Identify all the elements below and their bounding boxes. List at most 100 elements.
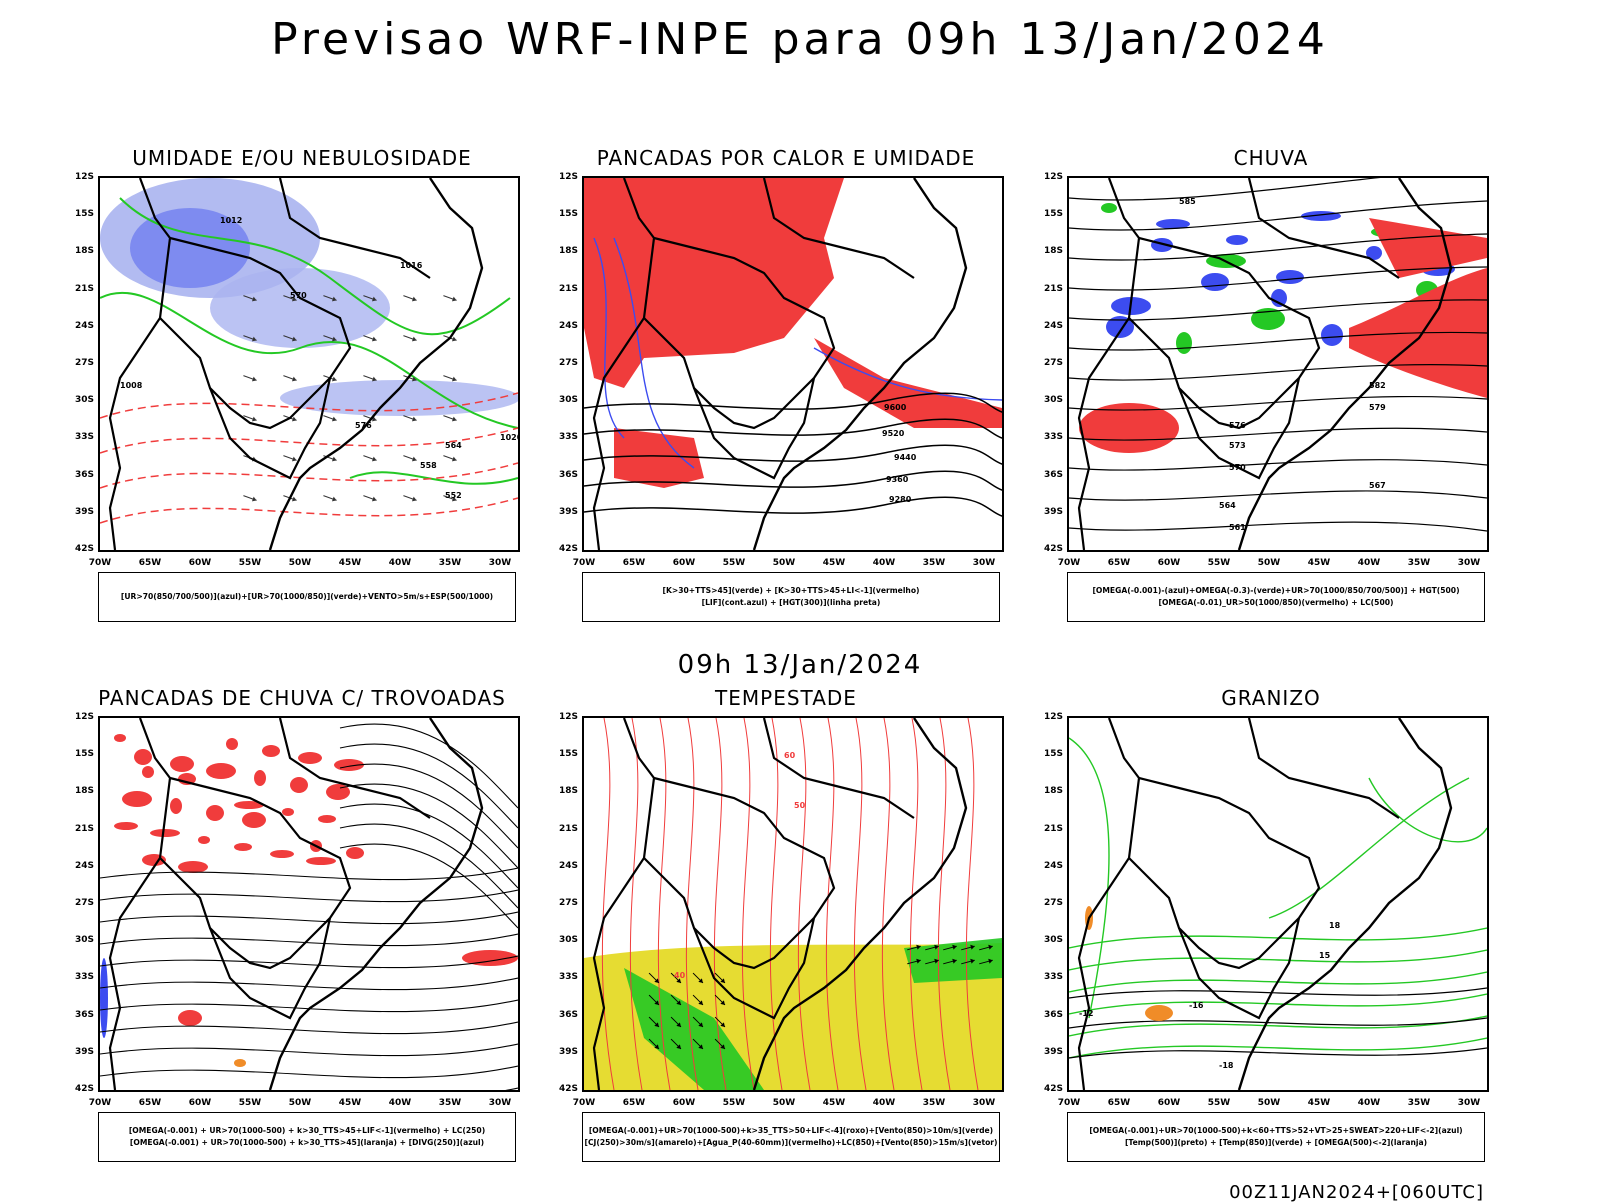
panel-title: PANCADAS DE CHUVA C/ TROVOADAS <box>98 686 506 710</box>
longitude-label: 55W <box>722 1098 746 1108</box>
legend-line: [OMEGA(-0.01)_UR>50(1000/850)(vermelho) … <box>1158 598 1394 607</box>
longitude-label: 45W <box>338 558 362 568</box>
latitude-label: 39S <box>1043 506 1063 517</box>
contour-label: -18 <box>1219 1061 1234 1070</box>
run-time-label: 00Z11JAN2024+[060UTC] <box>1229 1182 1484 1203</box>
longitude-label: 65W <box>138 1098 162 1108</box>
longitude-label: 60W <box>188 1098 212 1108</box>
state-border <box>208 377 332 480</box>
state-border <box>278 178 431 279</box>
longitude-label: 45W <box>1307 1098 1331 1108</box>
longitude-label: 45W <box>1307 558 1331 568</box>
latitude-label: 33S <box>558 972 578 983</box>
longitude-label: 30W <box>972 558 996 568</box>
contour-label: 579 <box>1369 403 1386 412</box>
contour-label: 1008 <box>120 381 143 390</box>
legend-line: [K>30+TTS>45](verde) + [K>30+TTS>45+LI<-… <box>662 586 920 595</box>
longitude-label: 55W <box>238 1098 262 1108</box>
wind-vector <box>979 958 993 965</box>
hgt300-contour <box>584 470 1002 491</box>
contour-label: 567 <box>1369 481 1386 490</box>
lc850-streamline <box>965 718 979 1090</box>
longitude-label: 60W <box>672 1098 696 1108</box>
thickness-contour <box>100 392 518 419</box>
longitude-label: 65W <box>622 558 646 568</box>
latitude-label: 24S <box>1043 320 1063 331</box>
lc850-streamline <box>629 718 643 1090</box>
state-border <box>1177 377 1301 480</box>
wind-vector <box>243 495 257 502</box>
wind-vector <box>243 335 257 342</box>
latitude-label: 24S <box>74 320 94 331</box>
state-border <box>762 718 915 819</box>
latitude-label: 36S <box>558 1009 578 1020</box>
contour-label: 576 <box>355 421 372 430</box>
latitude-label: 24S <box>558 860 578 871</box>
thunderstorm-area <box>150 829 180 837</box>
latitude-label: 39S <box>558 1046 578 1057</box>
hgt500-streamline <box>1069 395 1487 411</box>
lc250-streamline <box>100 977 518 991</box>
wind-vector <box>692 972 704 984</box>
longitude-label: 50W <box>288 1098 312 1108</box>
lc250-streamline <box>504 1087 518 1090</box>
forecast-map: -12 -16 -18 15 18 <box>1067 716 1489 1092</box>
latitude-label: 36S <box>558 469 578 480</box>
legend-line: [OMEGA(-0.001) + UR>70(1000-500) + k>30_… <box>128 1126 486 1135</box>
omega-area <box>1145 1005 1173 1021</box>
longitude-label: 50W <box>772 558 796 568</box>
wind-vector <box>943 958 957 965</box>
map-canvas: 60 50 40 <box>584 718 1002 1090</box>
thunderstorm-area <box>242 812 266 828</box>
contour-label: 9360 <box>886 475 909 484</box>
thunderstorm-area <box>170 756 194 772</box>
panel-umidade: UMIDADE E/OU NEBULOSIDADE101210161020100… <box>52 146 552 626</box>
forecast-map <box>98 716 520 1092</box>
forecast-map: 60 50 40 <box>582 716 1004 1092</box>
lc250-streamline <box>100 867 518 881</box>
longitude-label: 55W <box>1207 558 1231 568</box>
lc250-streamline <box>339 763 518 849</box>
temp850-contour <box>1069 949 1487 971</box>
thunderstorm-area <box>254 770 266 786</box>
panel-granizo: GRANIZO -12 -16 -18 15 18 12S 15S 18S 21S 24S 27S 30… <box>1021 686 1521 1166</box>
thunderstorm-area <box>298 752 322 764</box>
lc250-streamline <box>100 889 518 903</box>
latitude-label: 42S <box>1043 1084 1063 1094</box>
panel-title: PANCADAS POR CALOR E UMIDADE <box>596 146 976 170</box>
map-canvas: -12 -16 -18 15 18 <box>1069 718 1487 1090</box>
latitude-label: 42S <box>74 1084 94 1094</box>
latitude-label: 12S <box>558 172 578 182</box>
longitude-label: 70W <box>88 558 112 568</box>
wind-vector <box>443 295 457 302</box>
latitude-label: 27S <box>74 358 94 368</box>
contour-label: 9440 <box>894 453 917 462</box>
low-level-humidity-contour <box>100 291 518 429</box>
panel-title: TEMPESTADE <box>715 686 857 710</box>
thunderstorm-area <box>234 801 264 809</box>
wind-vector <box>283 455 297 462</box>
latitude-label: 18S <box>1043 786 1063 797</box>
longitude-label: 50W <box>288 558 312 568</box>
contour-label: 564 <box>1219 501 1236 510</box>
precip-area <box>1321 324 1343 346</box>
lc850-streamline <box>741 718 755 1090</box>
wind-vector <box>943 944 957 951</box>
thunderstorm-area <box>142 766 154 778</box>
latitude-label: 36S <box>1043 469 1063 480</box>
lc850-streamline <box>853 718 867 1090</box>
contour-label: 561 <box>1229 523 1246 532</box>
latitude-label: 42S <box>558 1084 578 1094</box>
hgt500-streamline <box>1069 331 1487 351</box>
hgt300-contour <box>584 444 1002 465</box>
legend-line: [CJ(250)>30m/s](amarelo)+[Agua_P(40-60mm… <box>584 1138 998 1147</box>
panel-title: CHUVA <box>1233 146 1309 170</box>
contour-label: 9520 <box>882 429 905 438</box>
thunderstorm-area <box>282 808 294 816</box>
longitude-label: 30W <box>1457 1098 1481 1108</box>
latitude-label: 15S <box>1043 749 1063 760</box>
forecast-map: 585 582 579 576 573 570 567 564 561 <box>1067 176 1489 552</box>
coastline <box>752 178 968 550</box>
latitude-label: 39S <box>74 506 94 517</box>
latitude-label: 12S <box>558 712 578 722</box>
